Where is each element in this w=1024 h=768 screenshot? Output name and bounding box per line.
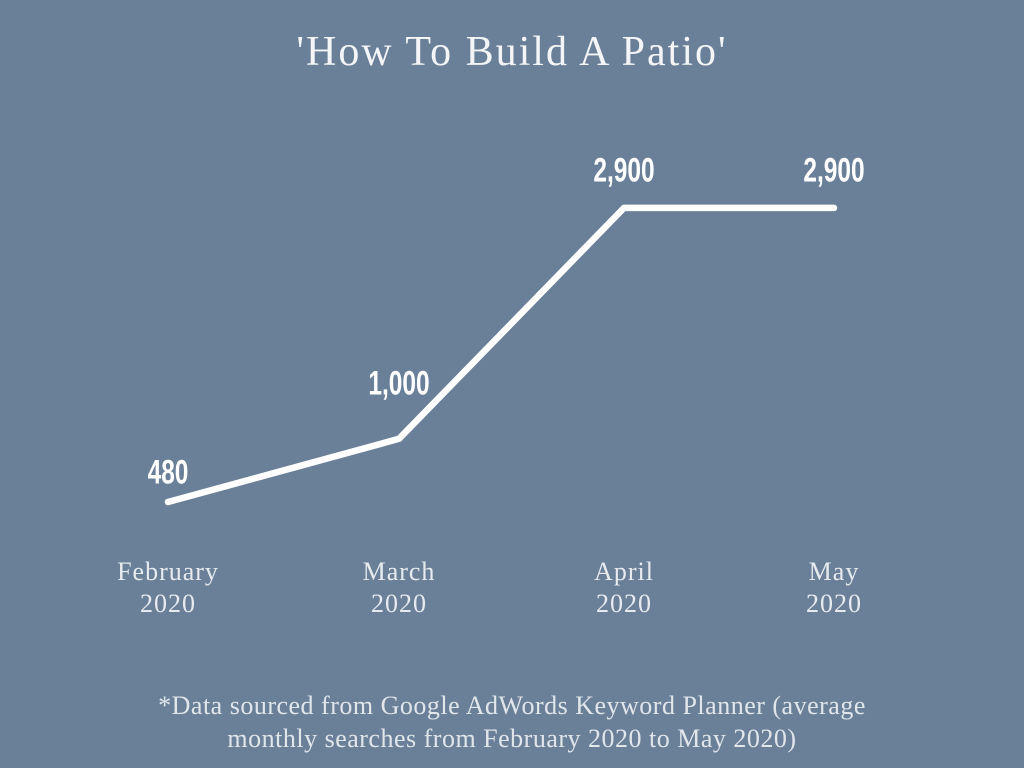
month-text: April — [594, 557, 654, 586]
data-point-label: 480 — [147, 453, 189, 492]
x-axis-label: February 2020 — [117, 556, 219, 620]
data-point-label: 2,900 — [803, 151, 865, 190]
year-text: 2020 — [806, 589, 862, 618]
month-text: March — [362, 557, 436, 586]
series-line — [164, 204, 838, 506]
year-text: 2020 — [370, 589, 427, 618]
x-axis-label: April 2020 — [594, 556, 654, 620]
footnote-line-2: monthly searches from February 2020 to M… — [227, 724, 797, 753]
x-axis-label: May 2020 — [806, 556, 862, 620]
footnote-line-1: *Data sourced from Google AdWords Keywor… — [158, 691, 866, 720]
year-text: 2020 — [139, 589, 196, 618]
data-point-label: 1,000 — [368, 364, 430, 403]
data-point-label: 2,900 — [593, 151, 655, 190]
footnote: *Data sourced from Google AdWords Keywor… — [0, 689, 1024, 755]
x-axis-label: March 2020 — [363, 556, 436, 620]
chart-title: 'How To Build A Patio' — [296, 29, 728, 75]
month-text: February — [117, 557, 219, 586]
month-text: May — [808, 557, 860, 586]
year-text: 2020 — [595, 589, 652, 618]
